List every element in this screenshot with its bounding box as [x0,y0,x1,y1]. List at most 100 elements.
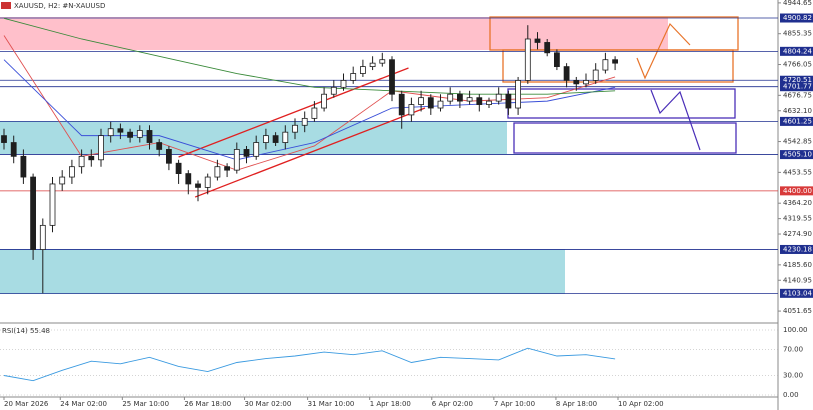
level-tag [780,46,813,56]
level-label: 4900.82 [783,14,812,22]
y-tick-label: 4766.05 [783,61,812,69]
candle-body [563,66,570,81]
candle-body [136,130,143,138]
level-label: 4601.25 [783,117,812,125]
arrow-path [650,89,701,151]
candle-body [10,142,17,157]
x-tick-label: 20 Mar 2026 [4,400,49,408]
moving-average [3,17,616,95]
candle-body [233,149,240,171]
x-tick-label: 31 Mar 10:00 [308,400,355,408]
candle-body [301,117,308,126]
candle-body [447,93,454,102]
level-tag [780,244,813,254]
candle-body [311,107,318,119]
rsi-tick-label: 70.00 [783,346,803,354]
y-tick-label: 4632.10 [783,107,812,115]
x-tick-label: 1 Apr 18:00 [370,400,411,408]
x-tick-label: 25 Mar 10:00 [122,400,169,408]
candle-body [243,149,250,157]
candle-body [515,80,521,109]
x-tick-label: 10 Apr 02:00 [618,400,664,408]
chart-title: XAUUSD, H2: #N-XAUUSD [14,2,105,10]
candle-body [408,104,415,116]
supply-zone [0,17,668,50]
candle-body [340,80,347,88]
candle-body [350,73,357,81]
candle-body [214,166,221,178]
candle-body [107,128,114,137]
level-tag [780,186,813,196]
candle-body [78,155,85,168]
rsi-tick-label: 30.00 [783,372,803,380]
candle-body [379,59,386,64]
x-tick-label: 30 Mar 02:00 [245,400,292,408]
candle-body [534,38,541,43]
box [513,122,737,154]
level-tag [780,288,813,298]
y-tick-label: 4140.95 [783,276,812,284]
x-tick-label: 6 Apr 02:00 [432,400,473,408]
trendline [178,67,409,158]
box [507,88,736,119]
candle-body [1,135,7,143]
candle-body [30,176,37,250]
rsi-tick-label: 100.00 [783,326,808,334]
candle-body [398,93,405,116]
candle-body [165,149,172,164]
level-label: 4400.00 [783,187,812,195]
candle-body [20,155,27,178]
rsi-tick-label: 0.00 [783,391,799,399]
candle-body [330,86,337,95]
y-tick-label: 4274.90 [783,230,812,238]
level-label: 4103.04 [783,289,812,297]
level-label: 4804.24 [783,47,812,55]
candle-body [272,135,279,143]
candle-body [389,59,395,95]
y-tick-label: 4185.60 [783,261,812,269]
candle-body [369,62,376,68]
candle-body [456,93,463,102]
candle-body [127,131,133,138]
level-label: 4505.10 [783,151,812,159]
candle-body [554,52,560,68]
candle-body [98,135,104,161]
candle-body [69,166,75,178]
rsi-line [3,347,616,382]
y-tick-label: 4364.20 [783,199,812,207]
symbol-icon [1,2,11,9]
candle-body [573,80,580,85]
candle-body [418,97,425,105]
y-tick-label: 4944.65 [783,0,812,7]
x-tick-label: 7 Apr 10:00 [494,400,535,408]
candle-body [117,128,124,133]
candle-body [437,100,444,109]
candle-body [359,66,366,74]
y-tick-label: 4676.75 [783,91,812,99]
candle-body [88,155,95,161]
candle-body [495,93,502,102]
level-tag [780,75,813,85]
y-tick-label: 4542.85 [783,138,812,146]
candle-body [592,69,599,81]
level-label: 4720.51 [783,76,812,84]
candle-body [466,97,473,102]
candle-body [292,124,298,133]
level-label: 4701.77 [783,83,812,91]
x-tick-label: 8 Apr 18:00 [556,400,597,408]
rsi-title: RSI(14) 55.48 [2,327,50,335]
candle-body [282,131,289,143]
y-tick-label: 4855.35 [783,30,812,38]
level-label: 4230.18 [783,245,812,253]
level-tag [780,13,813,23]
moving-average [3,35,616,171]
demand-zone [0,249,565,294]
trendline [194,107,426,198]
candle-body [321,93,328,109]
y-tick-label: 4453.55 [783,168,812,176]
candle-body [262,135,269,143]
candle-body [544,42,551,54]
candle-body [49,183,56,226]
level-tag [780,150,813,160]
